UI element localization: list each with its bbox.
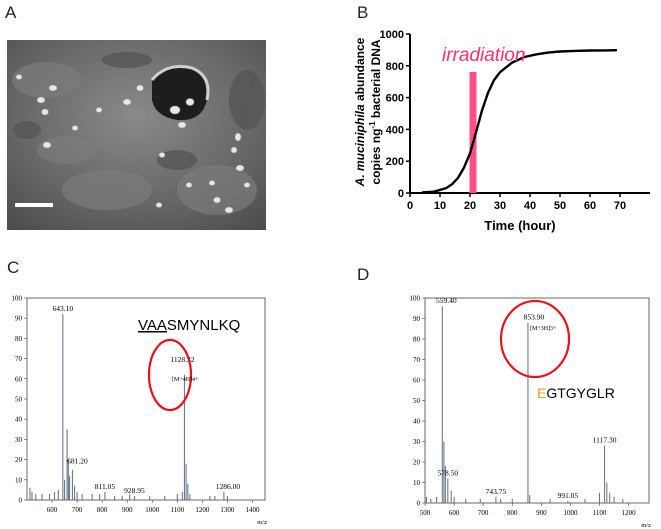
y-tick-label: 0 xyxy=(19,497,23,505)
peak-label: 1128.32 xyxy=(170,355,194,364)
spectrum-d: 0 10 20 30 40 50 60 70 80 90 100 500 600 700 800 900 100… xyxy=(410,295,652,529)
x-tick-label: 700 xyxy=(478,509,489,517)
y-tick-label: 50 xyxy=(413,397,421,405)
x-axis-label: m/z xyxy=(641,522,651,529)
x-tick-label: 1100 xyxy=(170,506,184,514)
growth-chart: 0 10 20 30 40 50 60 70 0 200 400 600 800 1000 irradi… xyxy=(353,29,650,233)
highlight-circle-c xyxy=(147,338,193,412)
panel-label-a: A xyxy=(5,3,17,22)
y-tick-label: 100 xyxy=(410,295,421,303)
x-tick-label: 20 xyxy=(464,200,476,212)
x-tick-label: 600 xyxy=(47,506,58,514)
peak-label: 1117.30 xyxy=(593,436,617,445)
y-tick-label: 100 xyxy=(12,295,23,303)
y-tick-label: 1000 xyxy=(380,29,404,41)
y-axis-label-line1: A. muciniphila abundance xyxy=(353,37,367,187)
peak-label: 559.40 xyxy=(436,296,457,305)
y-tick-label: 60 xyxy=(413,377,421,385)
y-tick-label: 20 xyxy=(413,459,421,467)
x-tick-label: 500 xyxy=(420,509,431,517)
x-tick-label: 1400 xyxy=(245,506,260,514)
x-tick-label: 50 xyxy=(554,200,566,212)
y-tick-label: 0 xyxy=(398,188,404,200)
ion-label-c: [M+4H]4+ xyxy=(172,377,199,383)
x-tick-label: 800 xyxy=(97,506,108,514)
y-tick-label: 30 xyxy=(15,436,23,444)
x-tick-label: 600 xyxy=(449,509,460,517)
irradiation-annotation: irradiation xyxy=(442,45,525,66)
peptide-sequence-c: VAASMYNLKQ xyxy=(138,317,240,334)
x-tick-label: 1000 xyxy=(563,509,578,517)
x-tick-label: 10 xyxy=(434,200,446,212)
x-tick-label: 800 xyxy=(507,509,518,517)
y-tick-label: 40 xyxy=(413,418,421,426)
peak-label: 991.05 xyxy=(558,491,579,500)
highlight-circle-d xyxy=(499,299,571,379)
x-axis-label: Time (hour) xyxy=(484,218,555,233)
x-tick-label: 70 xyxy=(614,200,626,212)
y-axis-label-line2: copies ng-1 bacterial DNA xyxy=(368,39,383,185)
x-tick-label: 60 xyxy=(584,200,596,212)
peptide-sequence-d: EGTGYGLR xyxy=(537,385,615,401)
y-tick-label: 70 xyxy=(15,355,23,363)
y-tick-label: 90 xyxy=(15,315,23,323)
y-tick-label: 90 xyxy=(413,315,421,323)
y-tick-label: 800 xyxy=(386,61,404,73)
peak-label: 643.10 xyxy=(53,304,74,313)
peak-label: 578.50 xyxy=(438,468,459,477)
y-tick-label: 200 xyxy=(386,156,404,168)
x-tick-label: 1300 xyxy=(220,506,235,514)
x-tick-label: 1100 xyxy=(593,509,607,517)
y-tick-label: 60 xyxy=(15,375,23,383)
peak-label: 811.05 xyxy=(95,482,116,491)
y-tick-label: 10 xyxy=(413,479,421,487)
peak-label: 681.20 xyxy=(67,457,88,466)
irradiation-marker xyxy=(469,72,477,193)
x-axis-label: m/z xyxy=(257,519,267,526)
x-tick-label: 40 xyxy=(524,200,536,212)
y-tick-label: 50 xyxy=(15,396,23,404)
sem-image xyxy=(7,40,266,230)
x-tick-label: 700 xyxy=(72,506,83,514)
x-tick-label: 1000 xyxy=(145,506,160,514)
spectrum-c: 0 10 20 30 40 50 60 70 80 90 100 600 700 800 900 1000 11… xyxy=(12,295,268,527)
peak-label: 743.75 xyxy=(486,487,507,496)
y-tick-label: 10 xyxy=(15,476,23,484)
peak-label: 928.95 xyxy=(124,486,145,495)
panel-label-d: D xyxy=(357,265,370,284)
y-tick-label: 80 xyxy=(15,335,23,343)
x-tick-label: 1200 xyxy=(195,506,210,514)
y-tick-label: 70 xyxy=(413,356,421,364)
y-tick-label: 80 xyxy=(413,336,421,344)
y-tick-label: 20 xyxy=(15,456,23,464)
x-tick-label: 30 xyxy=(494,200,506,212)
sem-micrograph xyxy=(7,40,266,230)
x-tick-label: 900 xyxy=(122,506,133,514)
peak-label: 1286.00 xyxy=(216,482,241,491)
panel-label-b: B xyxy=(357,3,369,22)
x-tick-label: 900 xyxy=(536,509,547,517)
ion-label-d: [M+3H]3+ xyxy=(530,326,557,332)
panel-label-c: C xyxy=(7,258,20,277)
y-tick-label: 0 xyxy=(417,500,421,508)
y-tick-label: 40 xyxy=(15,416,23,424)
peak-label: 853.90 xyxy=(524,313,545,322)
x-tick-label: 1200 xyxy=(622,509,637,517)
growth-curve-line xyxy=(421,49,618,194)
y-tick-label: 400 xyxy=(386,124,404,136)
scale-bar xyxy=(15,203,53,207)
x-tick-label: 0 xyxy=(407,200,413,212)
y-tick-label: 600 xyxy=(386,93,404,105)
y-tick-label: 30 xyxy=(413,438,421,446)
